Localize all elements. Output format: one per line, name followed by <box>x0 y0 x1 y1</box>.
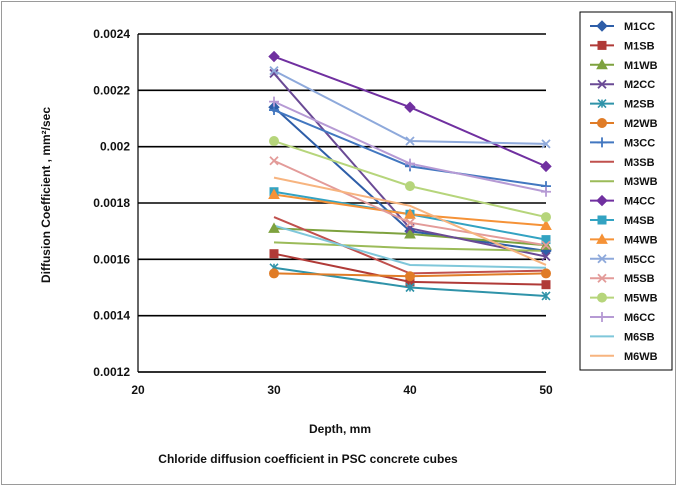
legend-swatch-marker <box>597 312 607 322</box>
figure-caption: Chloride diffusion coefficient in PSC co… <box>158 452 458 466</box>
series-line-m3wb <box>273 241 547 252</box>
legend-swatch-marker <box>597 254 607 264</box>
data-point-m5wb <box>405 181 415 192</box>
y-tick-label: 0.0022 <box>93 83 130 97</box>
x-tick-label: 50 <box>539 383 553 397</box>
data-point-m6cc <box>541 186 551 197</box>
data-point-m3cc <box>269 105 279 116</box>
legend-label: M2WB <box>624 118 658 130</box>
legend-swatch-marker <box>597 215 607 225</box>
legend-label: M3SB <box>624 157 655 169</box>
x-tick-label: 30 <box>267 383 281 397</box>
legend-label: M2SB <box>624 99 655 111</box>
legend-label: M4CC <box>624 196 655 208</box>
series-markers <box>268 50 552 301</box>
y-tick-label: 0.0014 <box>93 309 130 323</box>
legend-swatch-marker <box>597 40 607 50</box>
data-point-m2cc <box>541 251 551 262</box>
series-line-m6sb <box>273 224 547 269</box>
y-tick-label: 0.0012 <box>93 365 130 379</box>
x-tick-label: 40 <box>403 383 417 397</box>
axes <box>137 34 546 373</box>
y-tick-label: 0.0016 <box>93 252 130 266</box>
legend-label: M6WB <box>624 351 658 363</box>
legend-label: M4WB <box>624 234 658 246</box>
data-point-m4cc <box>540 160 552 173</box>
legend-label: M6CC <box>624 312 655 324</box>
legend-label: M3WB <box>624 176 658 188</box>
data-point-m5sb <box>269 156 279 166</box>
data-point-m1wb <box>404 227 416 239</box>
data-point-m2wb <box>541 268 551 279</box>
data-point-m5sb <box>541 240 551 250</box>
y-axis-label: Diffusion Coefficient , mm²/sec <box>39 107 53 283</box>
data-point-m4wb <box>540 219 552 231</box>
data-point-m5wb <box>269 136 279 147</box>
data-point-m2sb <box>405 282 415 293</box>
legend-swatch-marker <box>596 233 608 244</box>
data-point-m2cc <box>269 68 279 79</box>
data-point-m4cc <box>404 101 416 113</box>
legend-swatch-marker <box>597 118 607 128</box>
data-point-m1wb <box>268 222 280 233</box>
legend-swatch-marker <box>597 137 607 148</box>
data-point-m4sb <box>541 235 551 245</box>
legend-label: M1CC <box>624 21 655 33</box>
x-axis-label: Depth, mm <box>309 422 371 436</box>
data-point-m2sb <box>541 291 551 301</box>
legend-swatch-marker <box>597 99 607 109</box>
legend-label: M1WB <box>624 60 658 72</box>
data-point-m1sb <box>541 280 551 290</box>
legend-label: M5CC <box>624 254 655 266</box>
data-point-m4wb <box>268 188 280 200</box>
data-point-m5wb <box>541 212 551 223</box>
legend-swatch-marker <box>596 194 608 207</box>
data-point-m5cc <box>405 136 415 146</box>
legend-swatch-marker <box>597 79 607 89</box>
y-tick-label: 0.0024 <box>93 27 130 41</box>
legend-swatch-marker <box>597 292 607 303</box>
legend-label: M5WB <box>624 293 658 305</box>
data-point-m2wb <box>405 271 415 282</box>
legend-box <box>579 11 673 371</box>
data-point-m1sb <box>269 249 279 259</box>
data-point-m5sb <box>405 218 415 228</box>
data-point-m4wb <box>404 208 416 219</box>
data-point-m2wb <box>269 268 279 279</box>
legend-swatch-marker <box>597 273 607 283</box>
legend-swatch-marker <box>596 58 608 70</box>
legend-label: M6SB <box>624 331 655 343</box>
y-tick-label: 0.002 <box>100 140 130 154</box>
legend-label: M4SB <box>624 215 655 227</box>
x-tick-label: 20 <box>131 383 145 397</box>
legend-swatch-marker <box>596 20 608 32</box>
data-point-m6cc <box>405 158 415 169</box>
series-line-m6wb <box>273 176 547 266</box>
y-axis-ticks: 0.0012 0.0014 0.0016 0.0018 0.002 0.0022 0.002… <box>93 27 130 379</box>
data-point-m5cc <box>269 65 279 76</box>
data-point-m5cc <box>541 139 551 149</box>
data-point-m4cc <box>268 50 280 63</box>
legend-label: M1SB <box>624 40 655 52</box>
data-point-m6cc <box>269 96 279 107</box>
y-tick-label: 0.0018 <box>93 196 130 210</box>
legend: M1CC M1SB M1WB M2CC M2SB M2WB M3CC M3SB M3WB M4CC… <box>579 11 673 371</box>
legend-label: M5SB <box>624 273 655 285</box>
legend-label: M3CC <box>624 137 655 149</box>
legend-label: M2CC <box>624 79 655 91</box>
x-axis-ticks: 20 30 40 50 <box>131 383 553 397</box>
